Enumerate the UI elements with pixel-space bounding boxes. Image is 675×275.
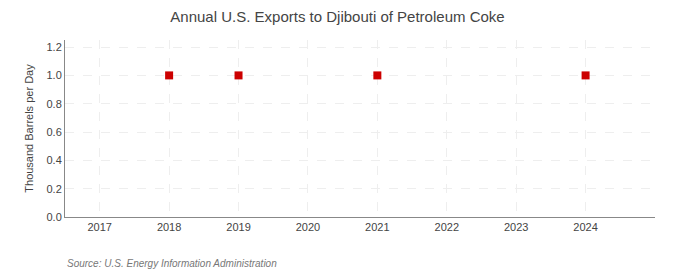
svg-text:Thousand Barrels per Day: Thousand Barrels per Day <box>23 64 35 193</box>
svg-text:Annual U.S. Exports to Djibout: Annual U.S. Exports to Djibouti of Petro… <box>170 8 504 25</box>
svg-text:Source: U.S. Energy Informatio: Source: U.S. Energy Information Administ… <box>67 258 277 269</box>
svg-text:2018: 2018 <box>157 221 181 233</box>
svg-text:2021: 2021 <box>365 221 389 233</box>
svg-text:0.4: 0.4 <box>47 154 62 166</box>
svg-text:0.6: 0.6 <box>47 126 62 138</box>
svg-text:1.2: 1.2 <box>47 41 62 53</box>
svg-text:1.0: 1.0 <box>47 69 62 81</box>
svg-text:2023: 2023 <box>504 221 528 233</box>
svg-text:0.8: 0.8 <box>47 98 62 110</box>
svg-text:2017: 2017 <box>87 221 111 233</box>
svg-text:2022: 2022 <box>435 221 459 233</box>
svg-text:2020: 2020 <box>296 221 320 233</box>
svg-text:2024: 2024 <box>573 221 597 233</box>
svg-text:0.2: 0.2 <box>47 183 62 195</box>
svg-text:2019: 2019 <box>226 221 250 233</box>
svg-text:0.0: 0.0 <box>47 211 62 223</box>
